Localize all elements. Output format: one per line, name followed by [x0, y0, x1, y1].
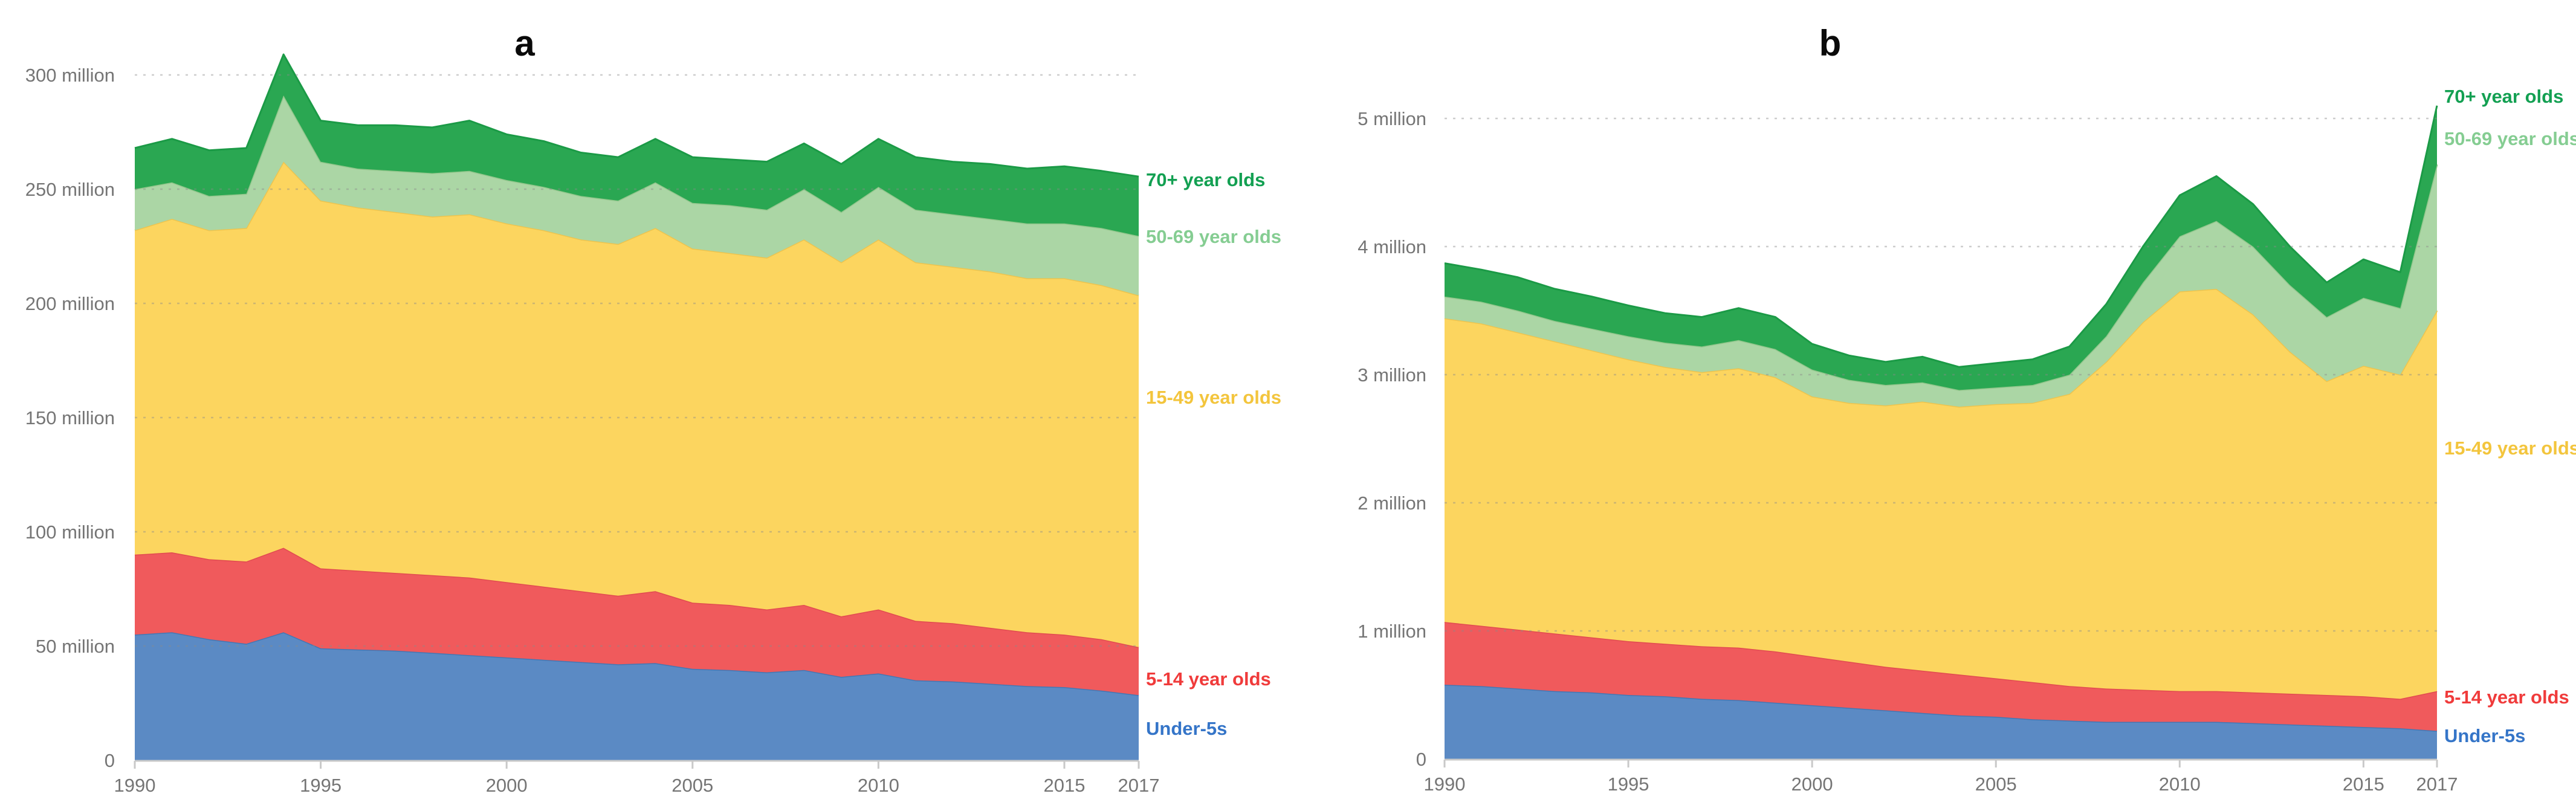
x-tick-label: 2010	[2159, 774, 2201, 795]
area-15-49-year-olds	[135, 161, 1139, 647]
y-axis-label: 200 million	[25, 293, 115, 314]
area-70-year-olds	[1445, 105, 2437, 390]
y-axis-label: 3 million	[1358, 364, 1426, 386]
area-under-5s	[1445, 685, 2437, 759]
x-tick-label: 2005	[1975, 774, 2017, 795]
series-label-5-14-year-olds: 5-14 year olds	[2444, 687, 2569, 708]
x-tick-label: 2000	[1791, 774, 1833, 795]
y-axis-label: 250 million	[25, 179, 115, 200]
area-under-5s	[135, 632, 1139, 760]
y-axis-label: 4 million	[1358, 236, 1426, 257]
area-70-year-olds	[135, 54, 1139, 236]
chart-title-a: a	[514, 23, 535, 63]
chart-a: 300 million 250 million 200 million 150 mil…	[25, 23, 1281, 796]
y-axis-label: 2 million	[1358, 493, 1426, 514]
y-axis-label: 150 million	[25, 407, 115, 428]
series-label-70-year-olds: 70+ year olds	[2444, 86, 2563, 107]
area-50-69-year-olds	[135, 95, 1139, 296]
y-axis-label: 50 million	[36, 636, 115, 657]
series-label-50-69-year-olds: 50-69 year olds	[1146, 226, 1281, 247]
y-axis-label: 100 million	[25, 522, 115, 543]
x-tick-label: 2005	[672, 775, 713, 796]
series-label-50-69-year-olds: 50-69 year olds	[2444, 128, 2576, 149]
x-tick-label: 1995	[300, 775, 341, 796]
x-tick-label: 2010	[858, 775, 899, 796]
x-tick-label: 2000	[486, 775, 528, 796]
x-tick-label: 1990	[1424, 774, 1466, 795]
y-axis-label: 0	[105, 750, 115, 771]
y-axis-label: 0	[1416, 749, 1426, 770]
series-label-70-year-olds: 70+ year olds	[1146, 169, 1265, 190]
area-5-14-year-olds	[1445, 622, 2437, 731]
chart-b: 5 million 4 million 3 million 2 million 1 mi…	[1358, 23, 2576, 795]
x-tick-label: 1990	[114, 775, 156, 796]
x-tick-label: 2015	[1043, 775, 1085, 796]
series-label-under-5s: Under-5s	[1146, 718, 1227, 739]
x-tick-label: 1995	[1608, 774, 1649, 795]
series-label-under-5s: Under-5s	[2444, 725, 2525, 746]
y-axis-label: 300 million	[25, 65, 115, 86]
area-5-14-year-olds	[135, 548, 1139, 696]
y-axis-label: 5 million	[1358, 108, 1426, 129]
series-label-5-14-year-olds: 5-14 year olds	[1146, 668, 1271, 690]
x-tick-label: 2017	[1118, 775, 1160, 796]
edge-70-year-olds	[134, 53, 1139, 178]
series-label-15-49-year-olds: 15-49 year olds	[1146, 387, 1281, 408]
edge-70-year-olds	[1444, 105, 2438, 368]
series-label-15-49-year-olds: 15-49 year olds	[2444, 438, 2576, 459]
area-15-49-year-olds	[1445, 289, 2437, 699]
x-tick-label: 2015	[2343, 774, 2384, 795]
x-tick-label: 2017	[2416, 774, 2458, 795]
y-axis-label: 1 million	[1358, 621, 1426, 642]
chart-title-b: b	[1819, 23, 1842, 63]
